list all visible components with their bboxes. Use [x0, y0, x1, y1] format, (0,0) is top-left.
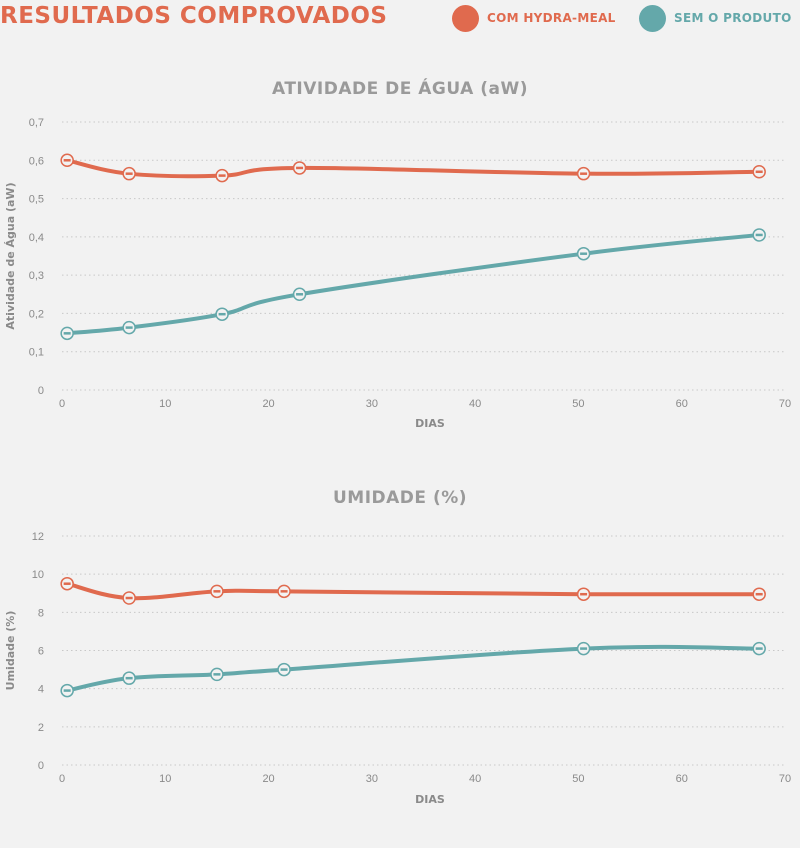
aw-data-point-sem-o-produto-4: [576, 246, 591, 261]
legend: COM HYDRA-MEAL SEM O PRODUTO: [452, 4, 800, 32]
aw-data-point-sem-o-produto-2: [215, 307, 229, 321]
umidade-data-point-com-hydra-meal-1: [122, 591, 136, 605]
aw-x-tick-label: 50: [572, 398, 584, 410]
umidade-x-axis-label: DIAS: [415, 793, 445, 806]
aw-y-tick-label: 0,1: [29, 347, 44, 359]
umidade-x-tick-label: 40: [469, 773, 481, 785]
page-header: RESULTADOS COMPROVADOS COM HYDRA-MEAL SE…: [0, 0, 800, 36]
umidade-y-tick-label: 6: [38, 646, 44, 658]
aw-data-point-com-hydra-meal-3: [292, 161, 307, 175]
umidade-data-point-sem-o-produto-5: [752, 641, 766, 656]
umidade-x-tick-label: 0: [59, 773, 65, 785]
aw-x-tick-label: 60: [676, 398, 688, 410]
umidade-y-axis-label: Umidade (%): [4, 611, 17, 691]
umidade-y-tick-label: 0: [38, 760, 44, 772]
umidade-x-tick-label: 30: [366, 773, 378, 785]
umidade-data-point-sem-o-produto-4: [576, 641, 591, 656]
umidade-data-point-com-hydra-meal-2: [210, 584, 224, 599]
aw-x-tick-label: 30: [366, 398, 378, 410]
umidade-x-tick-label: 20: [262, 773, 274, 785]
aw-x-tick-label: 70: [779, 398, 791, 410]
umidade-x-tick-label: 60: [676, 773, 688, 785]
aw-x-axis-label: DIAS: [415, 417, 445, 430]
legend-item-sem-o-produto: SEM O PRODUTO: [639, 4, 792, 32]
umidade-chart-title: UMIDADE (%): [333, 488, 467, 508]
aw-x-tick-label: 40: [469, 398, 481, 410]
umidade-data-point-com-hydra-meal-4: [576, 587, 591, 601]
aw-data-point-sem-o-produto-3: [292, 287, 307, 302]
aw-data-point-sem-o-produto-0: [60, 326, 74, 341]
aw-y-tick-label: 0,6: [29, 155, 44, 167]
aw-data-point-com-hydra-meal-0: [60, 153, 74, 168]
aw-chart-title: ATIVIDADE DE ÁGUA (aW): [272, 77, 528, 99]
legend-swatch-sem-o-produto: [639, 4, 666, 32]
aw-data-point-sem-o-produto-1: [122, 320, 136, 335]
aw-x-tick-label: 10: [159, 398, 171, 410]
umidade-y-tick-label: 8: [38, 607, 44, 619]
aw-x-tick-label: 20: [262, 398, 274, 410]
umidade-series-line-com-hydra-meal: [65, 581, 762, 601]
umidade-data-point-com-hydra-meal-5: [752, 587, 766, 601]
umidade-data-point-sem-o-produto-3: [277, 662, 291, 677]
aw-y-tick-label: 0,5: [29, 194, 44, 206]
chart-atividade-de-agua: ATIVIDADE DE ÁGUA (aW) 0 0,1 0,2 0,3 0,4 0,5 0,…: [4, 77, 791, 430]
page-title: RESULTADOS COMPROVADOS: [0, 3, 388, 29]
legend-item-com-hydra-meal: COM HYDRA-MEAL: [452, 4, 616, 32]
umidade-x-tick-label: 70: [779, 773, 791, 785]
aw-data-point-com-hydra-meal-4: [576, 166, 591, 181]
legend-label-sem-o-produto: SEM O PRODUTO: [674, 11, 792, 25]
aw-y-tick-label: 0: [38, 385, 44, 397]
aw-data-point-com-hydra-meal-1: [122, 166, 136, 181]
aw-data-point-com-hydra-meal-5: [752, 165, 766, 179]
umidade-x-tick-label: 10: [159, 773, 171, 785]
umidade-data-point-com-hydra-meal-3: [277, 584, 291, 599]
chart-atividade-de-agua-svg: ATIVIDADE DE ÁGUA (aW) 0 0,1 0,2 0,3 0,4 0,5 0,…: [4, 77, 791, 430]
umidade-data-point-sem-o-produto-0: [60, 683, 74, 698]
aw-data-point-sem-o-produto-5: [752, 228, 766, 242]
aw-y-tick-label: 0,7: [29, 117, 44, 129]
aw-x-tick-label: 0: [59, 398, 65, 410]
umidade-y-tick-label: 2: [38, 722, 44, 734]
umidade-data-point-sem-o-produto-2: [210, 667, 224, 682]
legend-swatch-com-hydra-meal: [452, 4, 479, 32]
legend-label-com-hydra-meal: COM HYDRA-MEAL: [487, 11, 616, 25]
umidade-series-line-sem-o-produto: [65, 644, 762, 693]
aw-y-tick-label: 0,3: [29, 270, 44, 282]
aw-y-tick-label: 0,4: [29, 232, 44, 244]
umidade-data-point-sem-o-produto-1: [122, 671, 136, 685]
umidade-y-tick-label: 10: [32, 569, 44, 581]
umidade-x-tick-label: 50: [572, 773, 584, 785]
aw-y-axis-label: Atividade de Água (aW): [4, 182, 17, 329]
umidade-y-tick-label: 12: [32, 531, 44, 543]
aw-y-tick-label: 0,2: [29, 308, 44, 320]
aw-data-point-com-hydra-meal-2: [215, 168, 229, 183]
umidade-data-point-com-hydra-meal-0: [60, 576, 74, 591]
umidade-y-tick-label: 4: [38, 684, 44, 696]
